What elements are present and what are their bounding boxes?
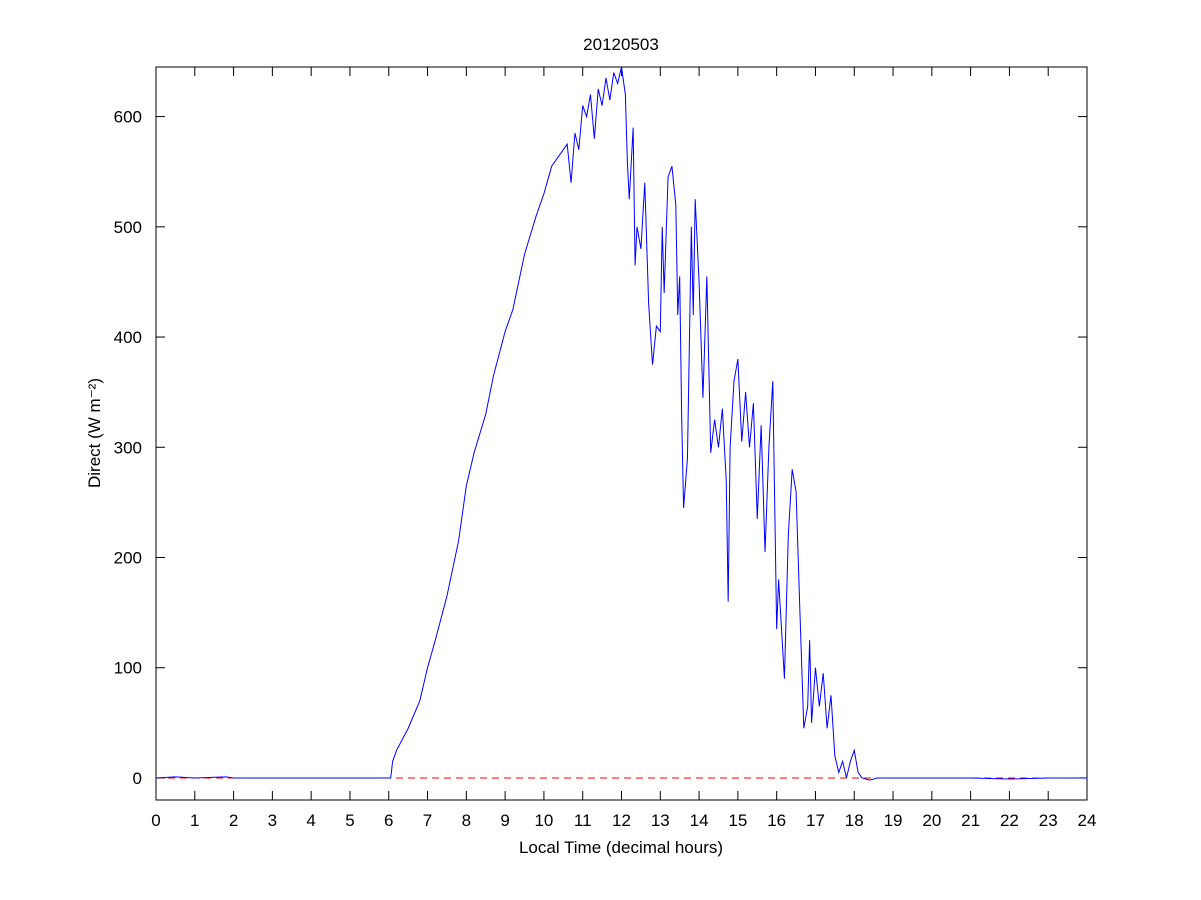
x-tick-label: 18 [845,811,864,830]
chart-title: 20120503 [583,35,659,54]
x-tick-label: 11 [574,811,592,830]
x-tick-label: 17 [806,811,825,830]
x-tick-label: 20 [922,811,941,830]
x-tick-label: 22 [1000,811,1019,830]
x-tick-label: 12 [612,811,631,830]
x-tick-label: 19 [884,811,903,830]
y-axis-label: Direct (W m⁻²) [85,378,104,488]
x-tick-label: 4 [306,811,315,830]
x-tick-label: 2 [229,811,238,830]
x-tick-label: 13 [651,811,670,830]
x-tick-label: 24 [1078,811,1097,830]
y-tick-label: 400 [114,328,142,347]
y-tick-label: 500 [114,218,142,237]
x-tick-label: 6 [384,811,393,830]
plot-frame [155,66,1088,801]
x-tick-label: 9 [500,811,509,830]
x-tick-label: 14 [690,811,709,830]
x-tick-label: 10 [534,811,553,830]
x-tick-label: 8 [462,811,471,830]
y-tick-label: 200 [114,549,142,568]
x-tick-label: 0 [151,811,160,830]
data-line [155,66,1087,781]
y-tick-label: 300 [114,438,142,457]
x-tick-label: 5 [345,811,354,830]
x-tick-label: 7 [423,811,432,830]
x-tick-label: 15 [728,811,747,830]
y-tick-label: 600 [114,108,142,127]
x-tick-label: 3 [268,811,277,830]
y-tick-label: 0 [133,769,142,788]
x-tick-label: 21 [961,811,980,830]
x-tick-label: 16 [767,811,786,830]
x-tick-label: 1 [190,811,199,830]
x-axis-label: Local Time (decimal hours) [519,838,723,857]
y-tick-label: 100 [114,659,142,678]
x-tick-label: 23 [1039,811,1058,830]
